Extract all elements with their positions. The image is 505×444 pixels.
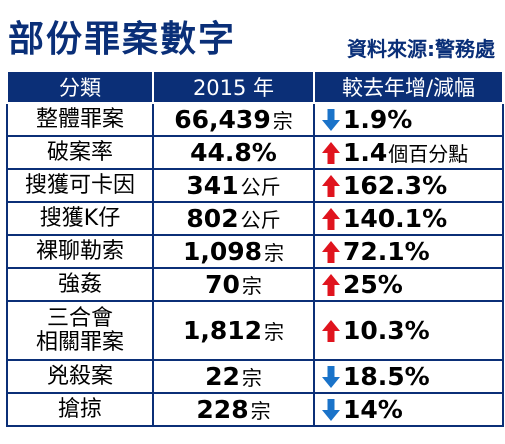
category-cell: 兇殺案 bbox=[6, 359, 154, 394]
value-unit: 宗 bbox=[272, 109, 293, 133]
value-cell: 44.8% bbox=[152, 135, 315, 170]
category-label: 搜獲可卡因 bbox=[24, 172, 135, 198]
value-number: 802 bbox=[186, 204, 239, 233]
table-row: 搜獲可卡因 341 公斤 162.3% bbox=[6, 168, 504, 203]
value-unit: 宗 bbox=[264, 241, 285, 265]
change-cell: 140.1% bbox=[313, 201, 504, 236]
category-cell: 搶掠 bbox=[6, 392, 154, 427]
change-value: 72.1% bbox=[343, 237, 430, 266]
value-cell: 802 公斤 bbox=[152, 201, 315, 236]
table-row: 兇殺案 22 宗 18.5% bbox=[6, 359, 504, 394]
change-cell: 1.4個百分點 bbox=[313, 135, 504, 170]
value-unit: 宗 bbox=[241, 274, 262, 298]
value-unit: 宗 bbox=[250, 399, 271, 423]
category-cell: 搜獲可卡因 bbox=[6, 168, 154, 203]
category-cell: 搜獲K仔 bbox=[6, 201, 154, 236]
value-unit: 宗 bbox=[241, 366, 262, 390]
change-value: 140.1% bbox=[343, 204, 448, 233]
table-row: 強姦 70 宗 25% bbox=[6, 267, 504, 302]
category-cell: 裸聊勒索 bbox=[6, 234, 154, 269]
source-credit: 資料來源:警務處 bbox=[347, 37, 495, 61]
value-number: 22 bbox=[205, 362, 240, 391]
table-body: 整體罪案 66,439 宗 1.9% 破案率 44.8% 1.4個百分點 搜獲可卡因 341 公斤… bbox=[6, 102, 504, 427]
change-value: 1.4 bbox=[343, 138, 388, 167]
value-cell: 341 公斤 bbox=[152, 168, 315, 203]
value-number: 341 bbox=[186, 171, 239, 200]
value-number: 1,812 bbox=[182, 316, 263, 345]
category-label: 搶掠 bbox=[57, 396, 102, 422]
change-value: 14% bbox=[343, 395, 403, 424]
table-row: 整體罪案 66,439 宗 1.9% bbox=[6, 102, 504, 137]
arrow-up-icon bbox=[322, 207, 340, 230]
category-label: 兇殺案 bbox=[46, 363, 113, 389]
page-title: 部份罪案數字 bbox=[8, 19, 237, 60]
table-row: 搶掠 228 宗 14% bbox=[6, 392, 504, 427]
change-cell: 162.3% bbox=[313, 168, 504, 203]
value-unit: 宗 bbox=[264, 320, 285, 344]
table-row: 三合會 相關罪案 1,812 宗 10.3% bbox=[6, 300, 504, 361]
category-cell: 破案率 bbox=[6, 135, 154, 170]
change-value: 1.9% bbox=[343, 105, 413, 134]
table-row: 搜獲K仔 802 公斤 140.1% bbox=[6, 201, 504, 236]
arrow-down-icon bbox=[322, 365, 340, 388]
table-row: 裸聊勒索 1,098 宗 72.1% bbox=[6, 234, 504, 269]
value-cell: 22 宗 bbox=[152, 359, 315, 394]
value-number: 66,439 bbox=[174, 105, 271, 134]
header-change: 較去年增/減幅 bbox=[313, 70, 504, 104]
category-label: 裸聊勒索 bbox=[35, 238, 124, 264]
change-value: 18.5% bbox=[343, 362, 430, 391]
value-number: 70 bbox=[205, 270, 240, 299]
arrow-up-icon bbox=[322, 174, 340, 197]
category-cell: 強姦 bbox=[6, 267, 154, 302]
category-label: 破案率 bbox=[46, 139, 113, 165]
arrow-up-icon bbox=[322, 319, 340, 342]
category-label: 相關罪案 bbox=[35, 329, 124, 355]
value-cell: 228 宗 bbox=[152, 392, 315, 427]
change-cell: 72.1% bbox=[313, 234, 504, 269]
value-number: 228 bbox=[196, 395, 249, 424]
value-number: 44.8% bbox=[190, 138, 277, 167]
change-cell: 14% bbox=[313, 392, 504, 427]
category-cell: 整體罪案 bbox=[6, 102, 154, 137]
value-cell: 1,812 宗 bbox=[152, 300, 315, 361]
category-label: 搜獲K仔 bbox=[39, 205, 121, 231]
arrow-up-icon bbox=[322, 273, 340, 296]
crime-statistics-table: 分類 2015 年 較去年增/減幅 整體罪案 66,439 宗 1.9% 破案率 44.8… bbox=[6, 70, 504, 427]
change-cell: 25% bbox=[313, 267, 504, 302]
change-note: 個百分點 bbox=[388, 142, 469, 166]
header-year: 2015 年 bbox=[152, 70, 315, 104]
category-label: 整體罪案 bbox=[35, 106, 124, 132]
value-unit: 公斤 bbox=[240, 175, 281, 199]
arrow-down-icon bbox=[322, 108, 340, 131]
change-cell: 18.5% bbox=[313, 359, 504, 394]
arrow-up-icon bbox=[322, 240, 340, 263]
value-cell: 70 宗 bbox=[152, 267, 315, 302]
table-row: 破案率 44.8% 1.4個百分點 bbox=[6, 135, 504, 170]
arrow-up-icon bbox=[322, 141, 340, 164]
change-cell: 1.9% bbox=[313, 102, 504, 137]
value-number: 1,098 bbox=[182, 237, 263, 266]
header-category: 分類 bbox=[6, 70, 154, 104]
category-label: 強姦 bbox=[57, 271, 102, 297]
category-cell: 三合會 相關罪案 bbox=[6, 300, 154, 361]
change-value: 10.3% bbox=[343, 316, 430, 345]
change-value: 162.3% bbox=[343, 171, 448, 200]
value-cell: 66,439 宗 bbox=[152, 102, 315, 137]
change-value: 25% bbox=[343, 270, 403, 299]
header: 部份罪案數字 資料來源:警務處 bbox=[0, 0, 505, 70]
table-header-row: 分類 2015 年 較去年增/減幅 bbox=[6, 70, 504, 104]
category-label: 三合會 bbox=[46, 305, 113, 331]
arrow-down-icon bbox=[322, 398, 340, 421]
value-cell: 1,098 宗 bbox=[152, 234, 315, 269]
change-cell: 10.3% bbox=[313, 300, 504, 361]
value-unit: 公斤 bbox=[240, 208, 281, 232]
